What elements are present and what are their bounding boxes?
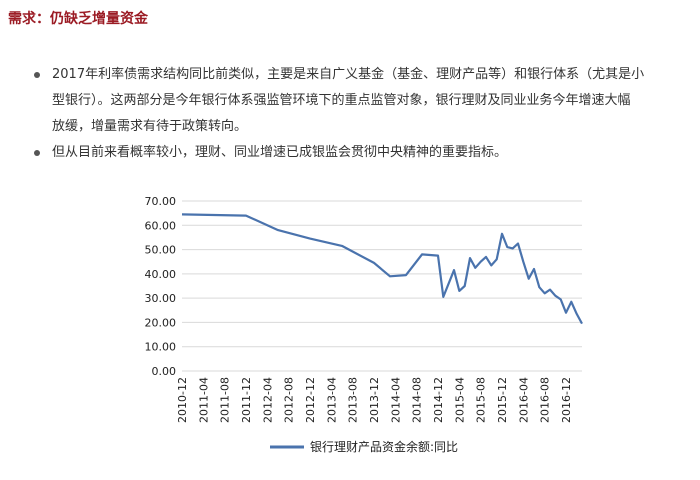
y-tick-label: 0.00	[152, 365, 177, 378]
x-tick-label: 2014-12	[432, 377, 445, 423]
y-tick-label: 50.00	[145, 244, 177, 257]
x-tick-label: 2016-12	[560, 377, 573, 423]
y-tick-label: 60.00	[145, 219, 177, 232]
bullet-line: 但从目前来看概率较小，理财、同业增速已成银监会贯彻中央精神的重要指标。	[52, 145, 508, 160]
section-heading: 需求：仍缺乏增量资金	[8, 11, 148, 27]
x-tick-label: 2011-08	[219, 377, 232, 423]
y-tick-label: 30.00	[145, 292, 177, 305]
x-tick-label: 2010-12	[176, 377, 189, 423]
y-tick-label: 70.00	[145, 195, 177, 208]
x-tick-label: 2012-12	[304, 377, 317, 423]
y-tick-label: 40.00	[145, 268, 177, 281]
x-tick-label: 2014-08	[411, 377, 424, 423]
legend-label: 银行理财产品资金余额:同比	[310, 439, 458, 454]
x-axis: 2010-12 2011-04 2011-08 2011-12 2012-04 2012-…	[176, 377, 573, 423]
plot-area	[181, 213, 583, 325]
x-tick-label: 2012-04	[261, 377, 274, 423]
x-tick-label: 2014-04	[389, 377, 402, 423]
x-tick-label: 2011-12	[240, 377, 253, 423]
wealth-product-yoy-chart: 70.0060.0050.0040.0030.0020.0010.000.00 …	[145, 195, 583, 454]
x-tick-label: 2015-12	[496, 377, 509, 423]
x-tick-label: 2016-04	[517, 377, 530, 423]
x-tick-label: 2013-12	[368, 377, 381, 423]
y-tick-label: 20.00	[145, 316, 177, 329]
bullet-list: 2017年利率债需求结构同比前类似，主要是来自广义基金（基金、理财产品等）和银行…	[30, 62, 700, 166]
bullet-dot-icon	[34, 150, 40, 156]
bullet-line: 型银行）。这两部分是今年银行体系强监管环境下的重点监管对象，银行理财及同业业务今…	[52, 93, 631, 108]
bullet-dot-icon	[34, 72, 40, 78]
x-tick-label: 2013-08	[347, 377, 360, 423]
x-tick-label: 2015-08	[475, 377, 488, 423]
x-tick-label: 2016-08	[539, 377, 552, 423]
x-tick-label: 2013-04	[325, 377, 338, 423]
bullet-item-probability: 但从目前来看概率较小，理财、同业增速已成银监会贯彻中央精神的重要指标。	[30, 140, 700, 166]
series-line	[181, 213, 583, 325]
y-axis: 70.00 60.00 50.00 40.00 30.00 20.00 10.00 0.00	[145, 195, 177, 378]
y-tick-label: 10.00	[145, 341, 177, 354]
bullet-item-supply-structure: 2017年利率债需求结构同比前类似，主要是来自广义基金（基金、理财产品等）和银行…	[30, 62, 700, 140]
bullet-line: 放缓，增量需求有待于政策转向。	[52, 119, 248, 134]
chart-legend: 银行理财产品资金余额:同比	[270, 439, 458, 454]
x-tick-label: 2015-04	[453, 377, 466, 423]
x-tick-label: 2012-08	[283, 377, 296, 423]
chart-gridlines	[182, 200, 582, 372]
x-tick-label: 2011-04	[197, 377, 210, 423]
bullet-line: 2017年利率债需求结构同比前类似，主要是来自广义基金（基金、理财产品等）和银行…	[52, 67, 645, 82]
